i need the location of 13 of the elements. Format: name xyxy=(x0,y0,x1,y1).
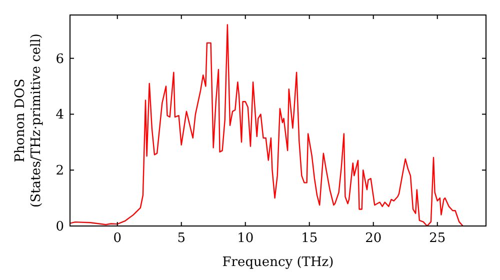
line-series xyxy=(70,24,464,226)
x-tick-label: 25 xyxy=(429,231,446,246)
y-tick-label: 0 xyxy=(56,220,64,234)
x-tick-label: 20 xyxy=(365,231,382,246)
x-tick-label: 0 xyxy=(113,231,122,246)
y-tick-label: 2 xyxy=(56,164,64,179)
y-axis-title: Phonon DOS (States/THz·primitive cell) xyxy=(13,33,44,208)
x-tick-label: 15 xyxy=(301,231,318,246)
x-tick-label: 10 xyxy=(237,231,254,246)
y-tick-label: 4 xyxy=(56,108,64,123)
x-tick-label: 5 xyxy=(177,231,186,246)
y-tick-label: 6 xyxy=(56,52,64,67)
x-axis-title: Frequency (THz) xyxy=(222,255,334,270)
